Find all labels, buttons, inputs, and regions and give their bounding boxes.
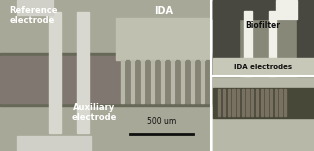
Bar [201, 60, 204, 103]
Bar [213, 88, 314, 118]
Bar [161, 60, 164, 103]
Bar [176, 60, 179, 103]
Bar [232, 89, 235, 116]
Text: Auxiliary
electrode: Auxiliary electrode [72, 103, 117, 122]
Text: Biofilter: Biofilter [246, 21, 281, 30]
Bar [0, 0, 211, 151]
Bar [270, 89, 272, 116]
Bar [17, 136, 91, 151]
Bar [206, 60, 209, 103]
Bar [239, 19, 297, 76]
Bar [279, 89, 282, 116]
Bar [136, 60, 139, 103]
Text: Reference
electrode: Reference electrode [9, 6, 58, 25]
Bar [171, 60, 174, 103]
Bar [284, 89, 286, 116]
Bar [131, 60, 134, 103]
Text: IDA: IDA [154, 6, 173, 16]
Bar [213, 0, 314, 19]
Bar [256, 89, 258, 116]
Bar [186, 60, 189, 103]
Bar [0, 56, 211, 103]
Bar [166, 60, 169, 103]
Bar [77, 12, 89, 133]
Bar [276, 0, 297, 19]
Bar [218, 89, 220, 116]
Bar [213, 0, 314, 19]
Bar [213, 58, 314, 76]
Bar [49, 12, 61, 133]
Bar [126, 60, 129, 103]
Bar [0, 53, 211, 106]
Bar [275, 89, 277, 116]
Bar [251, 89, 253, 116]
Bar [297, 0, 314, 76]
Bar [181, 60, 184, 103]
Bar [146, 60, 149, 103]
Text: IDA electrodes: IDA electrodes [234, 64, 292, 70]
Bar [223, 89, 225, 116]
Bar [141, 60, 144, 103]
Bar [242, 89, 244, 116]
Bar [17, 0, 53, 15]
Bar [196, 60, 199, 103]
Bar [269, 11, 276, 76]
Bar [151, 60, 154, 103]
Bar [261, 89, 263, 116]
Bar [228, 89, 230, 116]
Bar [246, 89, 249, 116]
Bar [237, 89, 239, 116]
Bar [244, 11, 252, 76]
Bar [213, 0, 314, 76]
Bar [191, 60, 194, 103]
Bar [213, 0, 239, 76]
Bar [265, 89, 268, 116]
Text: 500 um: 500 um [147, 117, 176, 126]
Bar [116, 18, 209, 60]
Bar [121, 60, 124, 103]
Bar [156, 60, 159, 103]
Bar [213, 76, 314, 151]
